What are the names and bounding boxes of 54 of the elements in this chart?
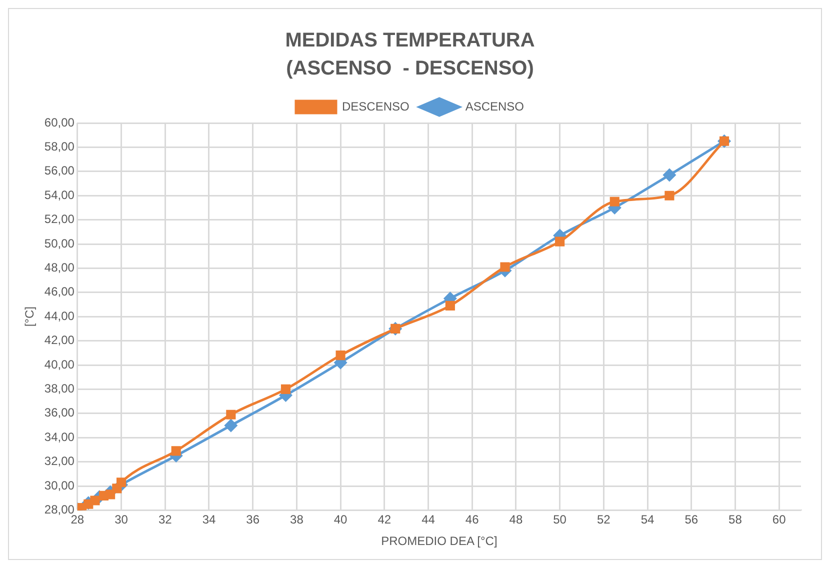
y-tick-label: 34,00 [44,430,75,444]
y-tick-label: 54,00 [44,188,75,202]
x-tick-label: 40 [334,512,348,527]
y-tick-label: 52,00 [44,212,75,226]
y-tick-label: 44,00 [44,308,75,323]
point [336,350,346,360]
point [90,496,100,506]
legend-label: ASCENSO [465,99,524,114]
point [226,410,236,420]
y-tick-label: 56,00 [44,164,75,178]
point [280,384,291,394]
x-tick-label: 32 [158,512,172,527]
y-tick-label: 58,00 [44,140,75,154]
x-tick-label: 58 [728,512,742,527]
x-tick-label: 48 [509,512,523,527]
y-tick-label: 40,00 [44,357,75,372]
point [171,446,181,456]
legend-label: DESCENSO [342,99,410,114]
point [664,190,674,200]
x-tick-label: 30 [114,512,128,527]
x-tick-label: 56 [684,512,698,527]
point [555,236,565,246]
x-axis-title: PROMEDIO DEA [°C] [381,534,498,548]
y-tick-label: 48,00 [44,260,75,275]
point [224,419,238,432]
y-tick-label: 50,00 [44,236,75,250]
y-axis-title: [°C] [22,306,37,327]
point [116,478,126,488]
x-tick-label: 34 [202,512,216,527]
x-tick-label: 50 [553,512,567,527]
chart-subtitle: (ASCENSO - DESCENSO) [286,58,534,80]
y-tick-label: 42,00 [44,333,75,348]
point [663,168,676,182]
x-tick-label: 46 [465,512,480,527]
y-tick-label: 32,00 [44,454,75,468]
x-tick-label: 44 [422,512,436,527]
x-tick-label: 52 [596,512,611,527]
y-tick-label: 46,00 [44,284,75,299]
y-tick-label: 38,00 [44,382,75,396]
point [77,502,87,510]
y-tick-label: 60,00 [44,115,75,130]
x-tick-label: 38 [290,512,304,527]
x-tick-label: 60 [772,512,786,527]
chart-title: MEDIDAS TEMPERATURA [285,30,535,52]
y-tick-label: 36,00 [44,406,75,420]
x-tick-label: 42 [378,512,392,527]
x-tick-label: 54 [640,512,655,527]
point [445,300,455,310]
point [106,490,116,500]
point [500,262,510,272]
x-tick-label: 28 [70,512,84,527]
y-tick-label: 30,00 [44,478,75,492]
x-tick-label: 36 [246,512,260,527]
point [610,196,620,206]
